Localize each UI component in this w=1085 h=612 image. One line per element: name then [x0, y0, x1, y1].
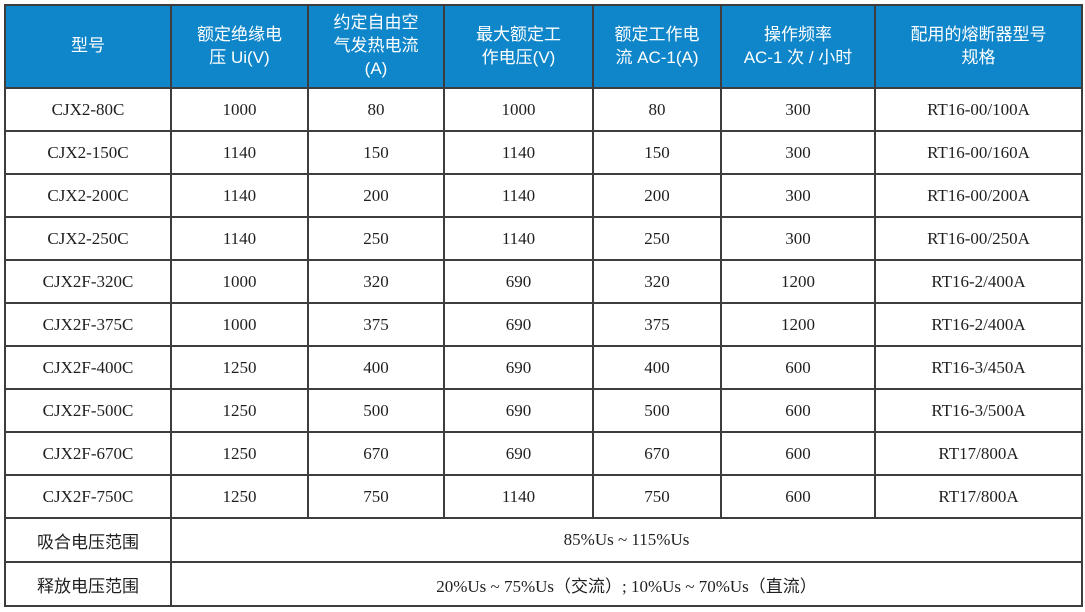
value-cell: 600	[720, 474, 876, 519]
value-cell: RT16-2/400A	[874, 259, 1083, 304]
column-header: 额定绝缘电 压 Ui(V)	[170, 4, 309, 89]
value-cell: 150	[592, 130, 722, 175]
value-cell: 600	[720, 388, 876, 433]
model-cell: CJX2F-320C	[4, 259, 172, 304]
table-row: CJX2-200C 1140 200 1140 200 300 RT16-00/200A	[4, 173, 1083, 218]
value-cell: 1250	[170, 474, 309, 519]
value-cell: RT16-00/200A	[874, 173, 1083, 218]
value-cell: 670	[307, 431, 445, 476]
footer-row: 释放电压范围 20%Us ~ 75%Us（交流）; 10%Us ~ 70%Us（直…	[4, 561, 1083, 607]
table-row: CJX2F-400C 1250 400 690 400 600 RT16-3/450A	[4, 345, 1083, 390]
model-cell: CJX2-150C	[4, 130, 172, 175]
value-cell: 1000	[170, 302, 309, 347]
column-header: 操作频率 AC-1 次 / 小时	[720, 4, 876, 89]
footer-label: 释放电压范围	[4, 561, 172, 607]
footer-value: 20%Us ~ 75%Us（交流）; 10%Us ~ 70%Us（直流）	[170, 561, 1083, 607]
table-row: CJX2-150C 1140 150 1140 150 300 RT16-00/160A	[4, 130, 1083, 175]
value-cell: 300	[720, 87, 876, 132]
value-cell: 1140	[170, 173, 309, 218]
table-row: CJX2F-750C 1250 750 1140 750 600 RT17/800A	[4, 474, 1083, 519]
value-cell: 300	[720, 216, 876, 261]
value-cell: RT16-00/160A	[874, 130, 1083, 175]
value-cell: 500	[592, 388, 722, 433]
model-cell: CJX2-250C	[4, 216, 172, 261]
column-header: 约定自由空 气发热电流 (A)	[307, 4, 445, 89]
value-cell: RT16-00/250A	[874, 216, 1083, 261]
value-cell: 1140	[443, 216, 594, 261]
value-cell: 1250	[170, 345, 309, 390]
value-cell: 670	[592, 431, 722, 476]
model-cell: CJX2F-500C	[4, 388, 172, 433]
header-row: 型号 额定绝缘电 压 Ui(V) 约定自由空 气发热电流 (A) 最大额定工 作电压(…	[4, 4, 1083, 89]
value-cell: RT17/800A	[874, 474, 1083, 519]
value-cell: 750	[592, 474, 722, 519]
value-cell: 1140	[443, 474, 594, 519]
value-cell: 300	[720, 173, 876, 218]
value-cell: 1250	[170, 431, 309, 476]
column-header: 配用的熔断器型号 规格	[874, 4, 1083, 89]
value-cell: 690	[443, 259, 594, 304]
value-cell: 600	[720, 345, 876, 390]
value-cell: 320	[307, 259, 445, 304]
value-cell: 690	[443, 431, 594, 476]
value-cell: 690	[443, 302, 594, 347]
model-cell: CJX2F-670C	[4, 431, 172, 476]
value-cell: 1000	[443, 87, 594, 132]
value-cell: 400	[592, 345, 722, 390]
value-cell: 500	[307, 388, 445, 433]
model-cell: CJX2-80C	[4, 87, 172, 132]
value-cell: 200	[307, 173, 445, 218]
value-cell: 690	[443, 388, 594, 433]
value-cell: 250	[307, 216, 445, 261]
value-cell: 375	[592, 302, 722, 347]
value-cell: 1200	[720, 259, 876, 304]
value-cell: 750	[307, 474, 445, 519]
footer-label: 吸合电压范围	[4, 517, 172, 563]
column-header: 最大额定工 作电压(V)	[443, 4, 594, 89]
table-row: CJX2F-670C 1250 670 690 670 600 RT17/800A	[4, 431, 1083, 476]
column-header: 型号	[4, 4, 172, 89]
column-header: 额定工作电 流 AC-1(A)	[592, 4, 722, 89]
value-cell: 80	[307, 87, 445, 132]
model-cell: CJX2-200C	[4, 173, 172, 218]
model-cell: CJX2F-750C	[4, 474, 172, 519]
spec-table: 型号 额定绝缘电 压 Ui(V) 约定自由空 气发热电流 (A) 最大额定工 作电压(…	[4, 4, 1083, 607]
value-cell: 1140	[170, 130, 309, 175]
table-row: CJX2F-375C 1000 375 690 375 1200 RT16-2/400A	[4, 302, 1083, 347]
value-cell: RT16-3/500A	[874, 388, 1083, 433]
value-cell: 250	[592, 216, 722, 261]
value-cell: 150	[307, 130, 445, 175]
value-cell: 1200	[720, 302, 876, 347]
value-cell: 375	[307, 302, 445, 347]
table-row: CJX2-80C 1000 80 1000 80 300 RT16-00/100A	[4, 87, 1083, 132]
value-cell: 200	[592, 173, 722, 218]
footer-value: 85%Us ~ 115%Us	[170, 517, 1083, 563]
value-cell: 1140	[443, 130, 594, 175]
value-cell: 400	[307, 345, 445, 390]
model-cell: CJX2F-375C	[4, 302, 172, 347]
value-cell: 1250	[170, 388, 309, 433]
value-cell: 1000	[170, 87, 309, 132]
value-cell: 600	[720, 431, 876, 476]
value-cell: RT17/800A	[874, 431, 1083, 476]
table-row: CJX2-250C 1140 250 1140 250 300 RT16-00/250A	[4, 216, 1083, 261]
footer-row: 吸合电压范围 85%Us ~ 115%Us	[4, 517, 1083, 563]
value-cell: RT16-00/100A	[874, 87, 1083, 132]
value-cell: 1000	[170, 259, 309, 304]
value-cell: 690	[443, 345, 594, 390]
value-cell: RT16-2/400A	[874, 302, 1083, 347]
table-row: CJX2F-320C 1000 320 690 320 1200 RT16-2/400A	[4, 259, 1083, 304]
value-cell: 1140	[443, 173, 594, 218]
value-cell: 320	[592, 259, 722, 304]
value-cell: RT16-3/450A	[874, 345, 1083, 390]
value-cell: 80	[592, 87, 722, 132]
value-cell: 1140	[170, 216, 309, 261]
model-cell: CJX2F-400C	[4, 345, 172, 390]
table-row: CJX2F-500C 1250 500 690 500 600 RT16-3/500A	[4, 388, 1083, 433]
value-cell: 300	[720, 130, 876, 175]
